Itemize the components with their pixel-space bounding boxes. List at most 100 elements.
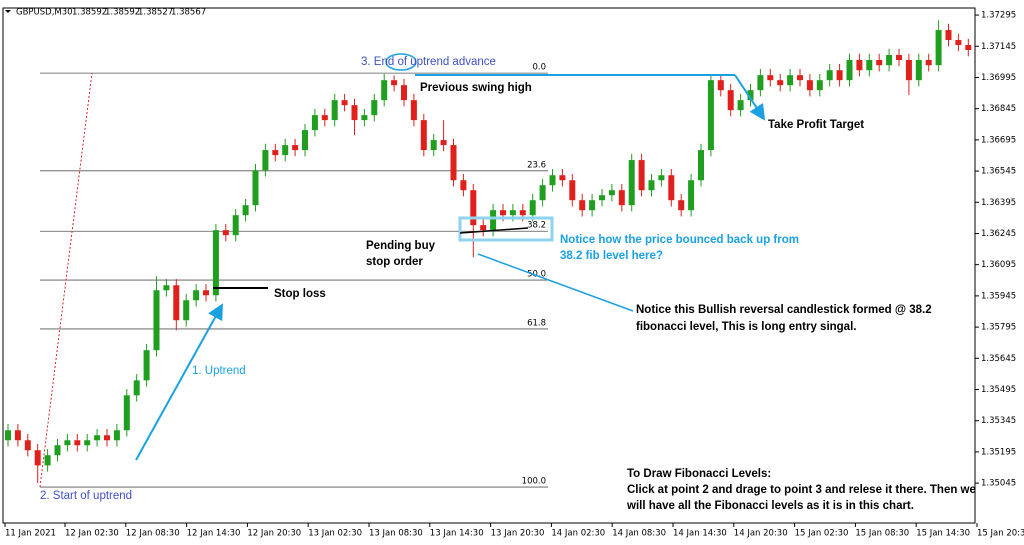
candle-body: [955, 40, 962, 46]
candle-body: [876, 60, 883, 66]
y-tick-label: 1.37295: [981, 11, 1016, 21]
candle-body: [688, 180, 695, 211]
candle-body: [490, 210, 497, 231]
y-tick-label: 1.35045: [981, 479, 1016, 489]
candle-body: [816, 80, 823, 91]
candle-body: [262, 150, 269, 171]
candle-body: [628, 160, 635, 206]
fib-label: 0.0: [532, 63, 546, 73]
ohlc: 1.38527: [138, 8, 173, 18]
y-tick-label: 1.36695: [981, 135, 1016, 145]
annotation: will have all the Fibonacci levels as it…: [626, 500, 914, 512]
candle-body: [717, 80, 724, 91]
candle-body: [886, 55, 893, 66]
candle-body: [203, 290, 209, 296]
x-tick-label: 12 Jan 08:30: [126, 529, 180, 539]
annotation: To Draw Fibonacci Levels:: [627, 468, 771, 480]
fibonacci: 0.0 23.6 38.2 50.0 61.8 100.0: [40, 63, 548, 488]
candle-body: [123, 395, 130, 431]
candle-body: [509, 210, 516, 216]
candle-body: [34, 450, 41, 466]
menu-icon: [5, 10, 11, 13]
candle-body: [54, 445, 61, 456]
candle-body: [212, 230, 219, 296]
candle-body: [638, 160, 645, 191]
annotation: stop order: [366, 256, 423, 268]
y-tick-label: 1.37145: [981, 42, 1016, 52]
candle-body: [331, 100, 338, 121]
candle-body: [767, 75, 774, 81]
candle-body: [470, 190, 477, 226]
candle-body: [242, 205, 249, 216]
candle-body: [143, 350, 150, 381]
candle-body: [5, 430, 11, 441]
annotation: Stop loss: [274, 288, 326, 300]
x-tick-label: 13 Jan 20:30: [491, 529, 545, 539]
y-tick-label: 1.36995: [981, 73, 1016, 83]
ohlc: 1.38567: [171, 8, 206, 18]
pointer-line: [477, 253, 634, 312]
fib-trendline: [39, 72, 93, 488]
x-tick-label: 14 Jan 20:30: [734, 529, 788, 539]
candle-body: [14, 430, 21, 441]
candle-body: [618, 190, 625, 206]
candle-body: [569, 180, 576, 201]
candle-body: [282, 145, 289, 156]
candle-body: [193, 290, 200, 301]
y-tick-label: 1.35795: [981, 323, 1016, 333]
candle-body: [420, 120, 427, 151]
candle-body: [480, 225, 487, 231]
candle-body: [94, 435, 101, 441]
x-tick-label: 12 Jan 02:30: [65, 529, 119, 539]
annotation: 3. End of uptrend advance: [361, 56, 496, 68]
candle-body: [905, 60, 912, 81]
candle-body: [232, 215, 239, 236]
candles: [5, 20, 972, 484]
candle-body: [559, 175, 566, 181]
x-tick-label: 15 Jan 14:30: [916, 529, 970, 539]
candle-body: [44, 455, 51, 466]
candle-body: [272, 150, 279, 156]
annotation: 2. Start of uptrend: [40, 490, 132, 502]
annotation: Click at point 2 and drage to point 3 an…: [627, 484, 976, 496]
candle-body: [727, 90, 734, 111]
annotation: 1. Uptrend: [192, 365, 246, 377]
y-tick-label: 1.36845: [981, 104, 1016, 114]
candle-body: [183, 300, 190, 321]
candle-body: [529, 200, 536, 216]
candle-body: [381, 80, 388, 101]
candle-body: [935, 30, 942, 66]
candle-body: [371, 100, 378, 116]
annotation: Previous swing high: [420, 82, 532, 94]
candle-body: [668, 175, 675, 201]
candle-body: [104, 435, 110, 441]
candle-body: [302, 130, 308, 151]
candle-body: [391, 80, 398, 86]
candle-body: [648, 180, 655, 191]
candle-body: [222, 230, 229, 236]
x-tick-label: 15 Jan 20:30: [977, 529, 1024, 539]
symbol: GBPUSD,M30: [16, 8, 73, 18]
candle-body: [500, 210, 506, 216]
candle-body: [410, 100, 417, 121]
candle-body: [341, 100, 348, 106]
candle-body: [836, 70, 843, 81]
candle-body: [826, 70, 833, 81]
x-tick-label: 14 Jan 02:30: [551, 529, 605, 539]
x-tick-label: 13 Jan 02:30: [308, 529, 362, 539]
fib-label: 61.8: [527, 318, 546, 328]
y-tick-label: 1.35345: [981, 416, 1016, 426]
candle-body: [698, 150, 704, 181]
candle-body: [846, 60, 853, 81]
candle-body: [539, 185, 546, 201]
candle-body: [450, 145, 457, 181]
y-tick-label: 1.36395: [981, 198, 1016, 208]
annotation: fibonacci level, This is long entry sing…: [636, 321, 856, 333]
y-tick-label: 1.35495: [981, 385, 1016, 395]
candle-body: [915, 60, 922, 81]
candle-body: [797, 75, 803, 81]
candle-body: [599, 195, 605, 201]
candle-body: [925, 60, 932, 66]
x-tick-label: 15 Jan 08:30: [855, 529, 909, 539]
